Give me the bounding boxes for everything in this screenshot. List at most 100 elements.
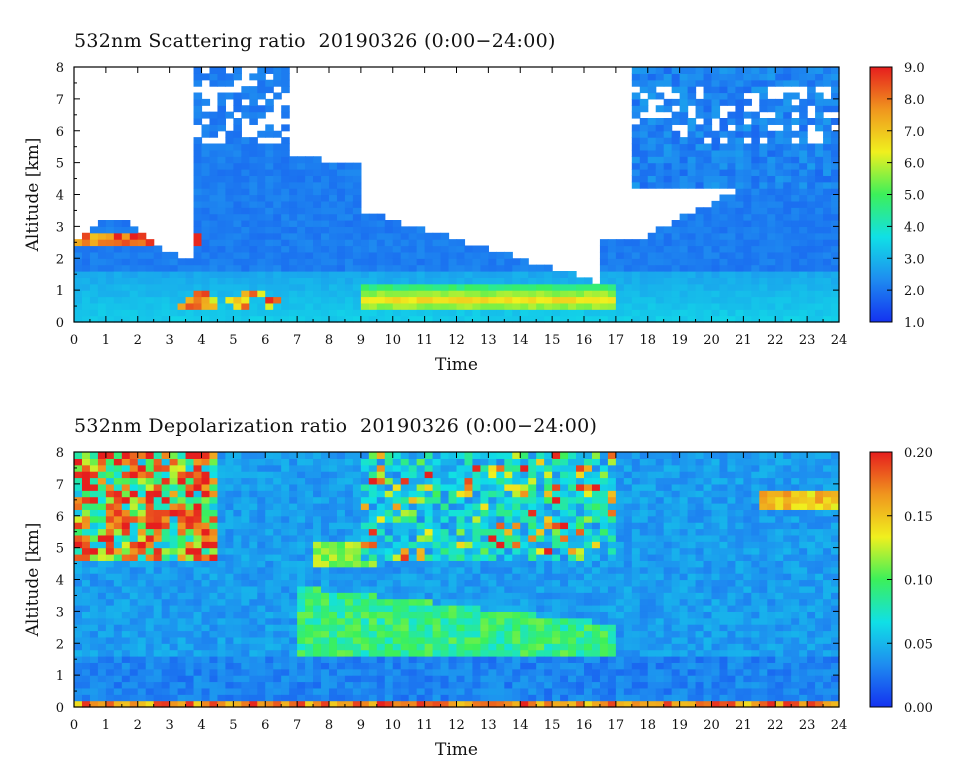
heatmap-cell — [81, 239, 91, 247]
heatmap-cell — [767, 290, 776, 298]
heatmap-cell — [823, 277, 832, 285]
heatmap-cell — [153, 554, 163, 561]
heatmap-cell — [137, 290, 147, 298]
heatmap-cell — [273, 509, 282, 517]
heatmap-cell — [392, 277, 402, 285]
heatmap-cell — [607, 302, 617, 310]
heatmap-cell — [504, 458, 513, 466]
heatmap-cell — [711, 105, 721, 113]
heatmap-cell — [392, 471, 402, 479]
heatmap-cell — [520, 681, 529, 689]
heatmap-cell — [520, 258, 529, 266]
heatmap-cell — [281, 213, 290, 221]
heatmap-cell — [352, 477, 362, 485]
heatmap-cell — [209, 213, 219, 221]
heatmap-cell — [392, 554, 402, 561]
heatmap-cell — [145, 471, 155, 479]
heatmap-cell — [576, 277, 585, 285]
heatmap-cell — [783, 200, 792, 208]
heatmap-cell — [520, 643, 529, 651]
heatmap-cell — [169, 579, 179, 587]
heatmap-cell — [711, 245, 721, 253]
heatmap-cell — [89, 283, 99, 291]
heatmap-cell — [496, 547, 505, 555]
heatmap-cell — [257, 239, 266, 247]
heatmap-cell — [480, 681, 489, 689]
heatmap-cell — [368, 605, 378, 612]
heatmap-cell — [544, 605, 553, 612]
heatmap-cell — [217, 624, 227, 632]
x-axis-label: Time — [435, 355, 478, 375]
heatmap-cell — [496, 554, 505, 561]
heatmap-cell — [129, 271, 139, 278]
heatmap-cell — [400, 636, 410, 644]
heatmap-cell — [297, 251, 306, 259]
heatmap-cell — [775, 277, 784, 285]
heatmap-cell — [321, 232, 330, 240]
heatmap-cell — [568, 483, 577, 491]
heatmap-cell — [576, 522, 585, 530]
heatmap-cell — [257, 200, 266, 208]
heatmap-cell — [129, 624, 139, 632]
heatmap-cell — [536, 277, 545, 285]
heatmap-cell — [241, 149, 250, 157]
heatmap-cell — [225, 700, 234, 708]
heatmap-cell — [679, 169, 689, 176]
heatmap-cell — [576, 700, 585, 708]
heatmap-cell — [289, 636, 298, 644]
heatmap-cell — [209, 188, 219, 196]
heatmap-cell — [759, 258, 768, 266]
heatmap-cell — [392, 245, 402, 253]
heatmap-cell — [384, 458, 394, 466]
heatmap-cell — [392, 560, 402, 568]
heatmap-cell — [273, 592, 282, 600]
heatmap-cell — [233, 264, 242, 272]
heatmap-cell — [281, 636, 290, 644]
heatmap-cell — [74, 515, 83, 523]
heatmap-cell — [448, 617, 458, 625]
heatmap-cell — [209, 458, 219, 466]
heatmap-cell — [512, 464, 521, 472]
heatmap-cell — [217, 194, 227, 202]
heatmap-cell — [727, 251, 737, 259]
heatmap-cell — [217, 503, 227, 510]
heatmap-cell — [145, 245, 155, 253]
heatmap-cell — [97, 290, 107, 298]
heatmap-cell — [576, 573, 585, 581]
heatmap-cell — [89, 251, 99, 259]
heatmap-cell — [472, 541, 482, 549]
heatmap-cell — [615, 296, 625, 304]
heatmap-cell — [639, 251, 649, 259]
x-tick-label: 14 — [512, 333, 529, 348]
heatmap-cell — [576, 547, 585, 555]
heatmap-cell — [360, 624, 370, 632]
heatmap-cell — [74, 522, 83, 530]
heatmap-cell — [336, 175, 346, 183]
heatmap-cell — [584, 477, 593, 485]
heatmap-cell — [321, 515, 330, 523]
heatmap-cell — [599, 675, 609, 683]
heatmap-cell — [719, 181, 729, 189]
heatmap-cell — [536, 687, 545, 695]
heatmap-cell — [783, 264, 792, 272]
heatmap-cell — [81, 630, 91, 638]
heatmap-cell — [655, 277, 665, 285]
heatmap-cell — [392, 643, 402, 651]
heatmap-cell — [631, 156, 641, 164]
heatmap-cell — [783, 143, 792, 151]
heatmap-cell — [432, 464, 442, 472]
heatmap-cell — [512, 547, 521, 555]
heatmap-cell — [145, 528, 155, 536]
heatmap-cell — [823, 283, 832, 291]
heatmap-cell — [81, 694, 91, 702]
heatmap-cell — [233, 277, 242, 285]
heatmap-cell — [281, 245, 290, 253]
heatmap-cell — [679, 175, 689, 183]
heatmap-cell — [472, 522, 482, 530]
heatmap-cell — [249, 264, 258, 272]
heatmap-cell — [360, 302, 370, 310]
heatmap-cell — [368, 547, 378, 555]
heatmap-cell — [584, 496, 593, 504]
heatmap-cell — [831, 188, 840, 196]
x-tick-label: 17 — [608, 333, 625, 348]
